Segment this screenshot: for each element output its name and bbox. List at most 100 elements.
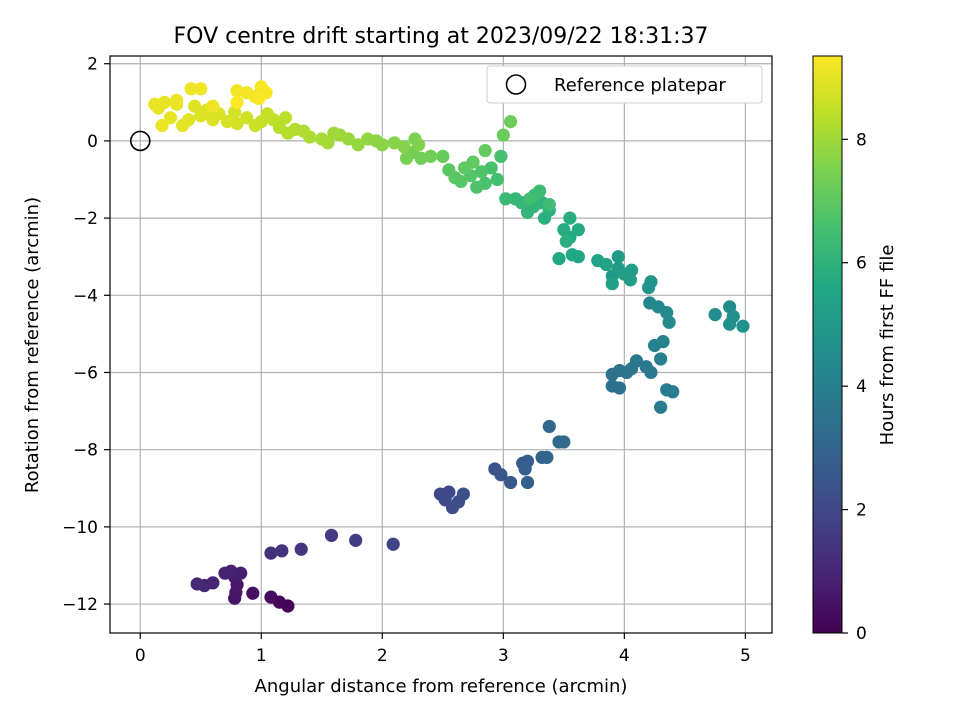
data-point [218, 566, 232, 580]
data-point [386, 537, 400, 551]
data-point [708, 307, 722, 322]
y-axis-ticks: −12 −10 −8 −6 −4 −2 0 2 [62, 55, 110, 615]
y-tick-label: −4 [73, 286, 98, 306]
data-point [442, 163, 456, 177]
y-tick-label: −10 [62, 518, 98, 538]
x-tick-label: 5 [740, 646, 751, 666]
data-point [623, 273, 638, 287]
x-tick-label: 4 [619, 646, 630, 666]
y-tick-label: 2 [87, 55, 98, 75]
data-point [169, 93, 184, 107]
data-point [155, 118, 169, 133]
data-point [494, 468, 508, 482]
data-point [240, 111, 254, 125]
data-point [571, 223, 585, 237]
data-point [220, 115, 234, 129]
data-point [654, 352, 668, 366]
data-point [542, 419, 556, 434]
data-point [399, 151, 414, 165]
y-tick-label: −8 [73, 441, 98, 461]
data-point [456, 487, 470, 501]
data-point [563, 211, 577, 225]
legend-box [486, 65, 763, 104]
colorbar-tick-label: 0 [856, 624, 867, 644]
data-point [184, 82, 198, 96]
data-point [387, 136, 402, 150]
data-point [496, 128, 510, 142]
data-point [478, 143, 492, 158]
data-point [361, 132, 375, 146]
legend-label: Reference platepar [554, 75, 726, 96]
data-point [540, 450, 554, 464]
x-tick-label: 0 [135, 646, 146, 666]
chart-title: FOV centre drift starting at 2023/09/22 … [174, 24, 709, 49]
x-tick-label: 1 [256, 646, 267, 666]
data-point [466, 155, 480, 169]
data-point [246, 586, 260, 600]
data-point [275, 544, 289, 558]
data-point [605, 277, 619, 291]
data-point [324, 528, 339, 542]
data-point [315, 132, 329, 146]
data-point [508, 192, 523, 206]
colorbar-tick-label: 2 [856, 501, 867, 521]
data-point [412, 138, 426, 152]
x-axis-ticks: 0 1 2 3 4 5 [135, 633, 751, 666]
data-point [723, 317, 737, 331]
data-point [148, 97, 162, 111]
data-point [264, 546, 278, 560]
colorbar-tick-label: 8 [856, 130, 867, 150]
legend: Reference platepar [486, 65, 763, 104]
data-point [163, 111, 178, 125]
colorbar: 0 2 4 6 8 Hours from first FF file [812, 55, 898, 644]
data-point [494, 149, 508, 163]
data-point [248, 118, 262, 133]
legend-marker-icon [505, 74, 527, 95]
data-point [662, 315, 676, 329]
data-point [654, 400, 668, 414]
data-point [436, 149, 450, 163]
data-point [736, 319, 750, 333]
x-tick-label: 3 [498, 646, 509, 666]
reference-marker [129, 130, 151, 152]
y-tick-label: −12 [62, 595, 98, 615]
colorbar-label: Hours from first FF file [877, 245, 898, 446]
x-tick-label: 2 [377, 646, 388, 666]
y-tick-label: −2 [73, 209, 98, 229]
y-tick-label: −6 [73, 363, 98, 383]
grid-lines [110, 56, 772, 633]
colorbar-tick-label: 6 [856, 254, 867, 274]
data-point [656, 335, 670, 349]
data-point [327, 126, 341, 140]
colorbar-ticks: 0 2 4 6 8 [842, 130, 867, 644]
data-point [194, 109, 208, 123]
data-point [503, 475, 518, 490]
data-point [190, 577, 204, 591]
data-point [490, 172, 504, 187]
data-point [470, 180, 484, 194]
data-point [520, 475, 535, 490]
data-point [625, 263, 639, 277]
data-point [557, 223, 571, 237]
data-point [629, 354, 644, 368]
plot-frame [109, 55, 773, 634]
data-point [252, 91, 266, 106]
data-point [542, 197, 556, 212]
data-point [176, 118, 190, 133]
data-point [612, 381, 627, 395]
data-point [533, 184, 547, 198]
y-tick-label: 0 [87, 132, 98, 152]
plot-area [110, 56, 772, 633]
y-axis-label: Rotation from reference (arcmin) [22, 197, 43, 493]
data-point [294, 542, 308, 556]
data-points [148, 80, 750, 613]
data-point [611, 250, 625, 264]
colorbar-gradient [812, 55, 843, 634]
colorbar-tick-label: 4 [856, 377, 867, 397]
data-point [206, 99, 220, 113]
data-point [565, 248, 579, 262]
data-point [206, 113, 220, 127]
data-point [520, 205, 535, 219]
data-point [641, 280, 656, 295]
